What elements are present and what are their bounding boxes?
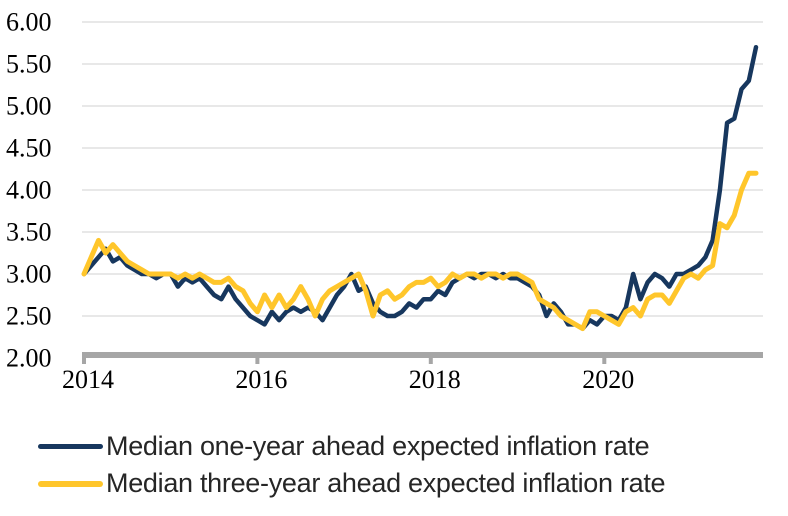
three-year-expected-inflation-line xyxy=(81,170,759,332)
x-axis-bar xyxy=(82,352,763,358)
x-axis-tick xyxy=(255,352,260,364)
x-axis-tick xyxy=(602,352,607,364)
x-axis-labels: 2014 2016 2018 2020 xyxy=(62,352,634,394)
y-axis-labels: 6.00 5.50 5.00 4.50 4.00 3.50 3.00 2.50 2.00 xyxy=(6,8,52,373)
one-year-expected-inflation-line xyxy=(81,44,759,331)
chart-legend: Median one-year ahead expected inflation… xyxy=(38,430,666,500)
y-tick-label: 4.00 xyxy=(6,176,52,205)
y-tick-label: 3.50 xyxy=(6,218,52,247)
y-tick-label: 2.50 xyxy=(6,302,52,331)
inflation-expectations-chart: 6.00 5.50 5.00 4.50 4.00 3.50 3.00 2.50 2.00 2014… xyxy=(6,8,763,394)
x-tick-label: 2016 xyxy=(235,365,287,394)
x-tick-label: 2018 xyxy=(409,365,461,394)
one-year-legend-label: Median one-year ahead expected inflation… xyxy=(106,431,650,461)
x-axis-tick xyxy=(428,352,433,364)
y-tick-label: 4.50 xyxy=(6,134,52,163)
x-tick-label: 2020 xyxy=(582,365,634,394)
x-axis-tick xyxy=(82,352,86,364)
y-tick-label: 5.50 xyxy=(6,50,52,79)
y-tick-label: 3.00 xyxy=(6,260,52,289)
three-year-line-swatch xyxy=(38,480,103,487)
legend-item-three-year: Median three-year ahead expected inflati… xyxy=(38,467,666,500)
x-tick-label: 2014 xyxy=(62,365,114,394)
three-year-legend-label: Median three-year ahead expected inflati… xyxy=(106,468,666,498)
one-year-line-swatch xyxy=(38,444,103,449)
y-tick-label: 5.00 xyxy=(6,92,52,121)
y-tick-label: 2.00 xyxy=(6,344,52,373)
y-tick-label: 6.00 xyxy=(6,8,52,37)
legend-item-one-year: Median one-year ahead expected inflation… xyxy=(38,430,665,463)
